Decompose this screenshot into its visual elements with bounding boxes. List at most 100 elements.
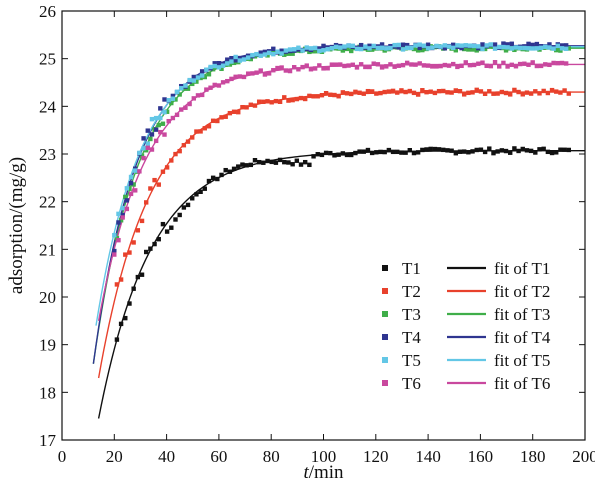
data-point-t6 — [413, 62, 418, 67]
data-point-t5 — [425, 46, 431, 51]
data-point-t2 — [390, 88, 396, 94]
data-point-t5 — [421, 43, 427, 48]
data-point-t2 — [290, 97, 295, 103]
data-point-t6 — [179, 107, 184, 112]
data-point-t1 — [461, 149, 467, 154]
data-point-t6 — [304, 63, 309, 68]
data-point-t4 — [367, 43, 372, 49]
data-point-t1 — [131, 286, 136, 291]
data-point-t4 — [425, 42, 431, 47]
data-point-t5 — [208, 64, 213, 70]
data-point-t2 — [353, 89, 358, 95]
data-point-t5 — [237, 58, 243, 63]
data-point-t1 — [369, 150, 375, 156]
data-point-t1 — [256, 159, 262, 165]
data-point-t5 — [229, 59, 234, 64]
data-point-t5 — [149, 116, 155, 122]
data-point-t2 — [482, 91, 488, 97]
data-point-t6 — [342, 63, 347, 69]
data-point-t6 — [120, 215, 125, 220]
legend-fit-label-t4: fit of T4 — [494, 328, 551, 347]
data-point-t1 — [415, 150, 421, 155]
data-point-t1 — [516, 148, 521, 154]
data-point-t1 — [311, 154, 316, 159]
data-point-t5 — [509, 46, 514, 51]
data-point-t6 — [425, 63, 431, 68]
data-point-t5 — [388, 45, 393, 51]
data-point-t6 — [254, 70, 259, 75]
data-point-t4 — [509, 41, 514, 46]
data-point-t1 — [566, 147, 571, 153]
data-point-t1 — [135, 274, 141, 280]
data-point-t3 — [169, 100, 174, 106]
data-point-t3 — [470, 47, 475, 52]
data-point-t6 — [392, 64, 397, 69]
data-point-t2 — [277, 99, 283, 104]
data-point-t6 — [329, 62, 335, 67]
data-point-t4 — [199, 69, 205, 74]
legend-label-t6: T6 — [402, 374, 421, 393]
data-point-t2 — [432, 90, 438, 96]
x-axis: 0 20 40 60 80 100 120 140 160 180 200 — [58, 11, 595, 466]
x-axis-title-symbol: t — [303, 462, 309, 483]
data-point-t2 — [336, 94, 341, 99]
data-point-t2 — [499, 89, 505, 95]
data-point-t6 — [296, 67, 301, 72]
data-point-t2 — [307, 93, 312, 99]
data-point-t1 — [374, 150, 379, 155]
data-point-t5 — [513, 45, 519, 50]
data-point-t2 — [156, 182, 161, 187]
legend-label-t2: T2 — [402, 282, 421, 301]
data-point-t6 — [555, 60, 560, 66]
data-point-t5 — [300, 48, 305, 53]
data-point-t1 — [231, 166, 237, 172]
data-point-t5 — [442, 43, 448, 48]
data-point-t5 — [404, 45, 410, 51]
data-point-t1 — [332, 153, 337, 158]
data-point-t1 — [558, 147, 563, 152]
x-axis-title-unit: /min — [309, 462, 344, 483]
data-point-t3 — [420, 47, 425, 53]
data-point-t4 — [225, 57, 230, 62]
data-point-t5 — [517, 45, 523, 51]
data-point-t1 — [190, 196, 195, 201]
data-point-t1 — [248, 162, 253, 168]
data-point-t6 — [559, 60, 565, 66]
data-point-t2 — [210, 118, 216, 123]
data-point-t1 — [453, 151, 459, 156]
data-point-t6 — [513, 64, 519, 69]
data-point-t2 — [487, 89, 492, 94]
data-point-t5 — [124, 186, 130, 191]
y-tick-label: 26 — [39, 2, 56, 21]
data-point-t5 — [225, 61, 230, 66]
data-point-t5 — [350, 43, 355, 49]
data-point-t1 — [378, 149, 383, 155]
x-tick-label: 120 — [363, 447, 389, 466]
data-point-t5 — [371, 43, 376, 49]
data-point-t3 — [369, 47, 375, 52]
data-point-t1 — [524, 148, 530, 153]
data-point-t3 — [290, 51, 295, 56]
x-tick-label: 200 — [572, 447, 595, 466]
data-point-t2 — [328, 92, 333, 97]
data-point-t5 — [467, 43, 473, 48]
data-point-t5 — [266, 50, 272, 56]
data-point-t5 — [430, 45, 435, 50]
data-point-t2 — [118, 277, 124, 282]
data-point-t3 — [148, 136, 153, 142]
y-tick-label: 25 — [39, 50, 56, 69]
data-point-t2 — [516, 89, 521, 95]
data-point-t1 — [541, 146, 546, 152]
data-point-t2 — [554, 89, 559, 94]
data-point-t6 — [350, 62, 355, 67]
data-point-t1 — [164, 229, 170, 234]
data-point-t1 — [240, 162, 245, 167]
data-point-t6 — [229, 76, 234, 82]
data-point-t5 — [292, 47, 297, 52]
data-point-t6 — [530, 60, 535, 65]
data-point-t2 — [436, 88, 442, 94]
y-tick-label: 21 — [39, 240, 56, 259]
data-point-t6 — [451, 61, 456, 67]
